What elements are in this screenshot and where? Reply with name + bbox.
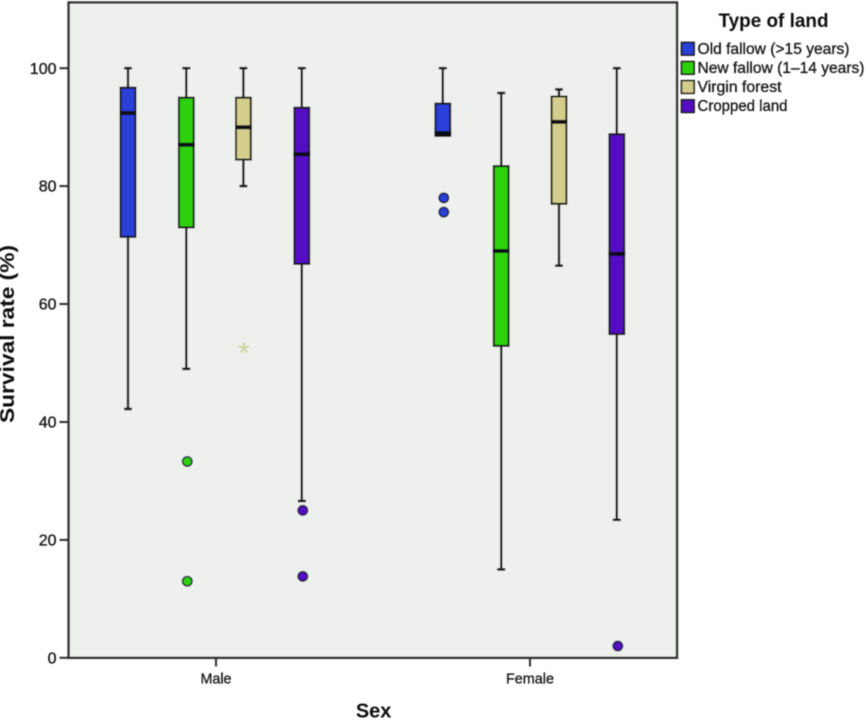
svg-text:Type of land: Type of land <box>719 11 829 32</box>
svg-text:20: 20 <box>39 533 57 550</box>
svg-text:0: 0 <box>48 650 57 667</box>
svg-text:Female: Female <box>506 671 554 688</box>
svg-text:Survival rate (%): Survival rate (%) <box>0 245 19 423</box>
svg-text:Male: Male <box>201 671 232 688</box>
svg-text:Sex: Sex <box>356 701 392 723</box>
svg-text:Old fallow (>15 years): Old fallow (>15 years) <box>698 41 850 58</box>
svg-text:80: 80 <box>39 179 57 196</box>
svg-text:Virgin forest: Virgin forest <box>698 79 783 96</box>
svg-text:Cropped land: Cropped land <box>698 98 788 115</box>
svg-text:New fallow (1–14 years): New fallow (1–14 years) <box>698 60 865 77</box>
svg-text:100: 100 <box>30 61 57 78</box>
svg-text:*: * <box>238 337 250 370</box>
svg-text:40: 40 <box>39 415 57 432</box>
svg-text:60: 60 <box>39 297 57 314</box>
